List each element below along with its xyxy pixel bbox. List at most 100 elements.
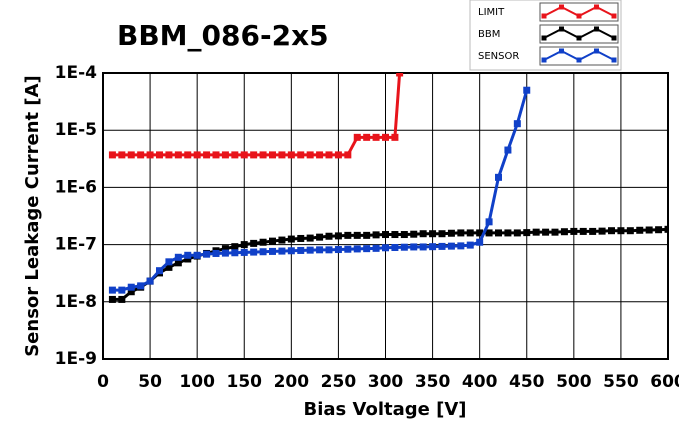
data-point — [231, 249, 239, 257]
x-tick-label: 350 — [415, 372, 451, 392]
data-point — [174, 259, 182, 267]
data-point — [108, 295, 116, 303]
data-point — [495, 173, 502, 181]
data-point — [391, 243, 399, 251]
data-point — [259, 238, 267, 246]
data-point — [363, 133, 371, 141]
legend-swatch-marker — [594, 4, 599, 10]
y-tick-label: 1E-5 — [55, 120, 97, 140]
legend-swatch-marker — [541, 35, 547, 41]
data-point — [250, 248, 258, 256]
data-point — [608, 227, 615, 235]
data-point — [184, 255, 192, 263]
data-point — [259, 248, 267, 256]
x-tick-label: 500 — [556, 372, 592, 392]
data-point — [203, 151, 211, 159]
data-point — [382, 244, 389, 252]
data-point — [410, 243, 418, 251]
data-point — [316, 246, 324, 254]
legend-swatch-marker — [611, 35, 617, 41]
legend-swatch-marker — [594, 48, 599, 54]
data-point — [466, 229, 474, 237]
data-point — [259, 151, 267, 159]
data-point — [325, 246, 333, 254]
data-point — [372, 244, 380, 252]
data-point — [344, 151, 352, 159]
data-point — [146, 277, 154, 285]
data-point — [353, 245, 361, 253]
data-point — [457, 229, 465, 237]
data-point — [297, 246, 305, 254]
data-point — [551, 228, 559, 236]
data-point — [504, 146, 512, 154]
legend-swatch-marker — [559, 4, 564, 10]
data-point — [382, 133, 389, 141]
data-point — [231, 243, 239, 251]
data-point — [184, 151, 192, 159]
data-point — [287, 235, 295, 243]
y-tick-label: 1E-8 — [55, 292, 97, 312]
data-point — [391, 231, 399, 239]
data-point — [334, 151, 342, 159]
x-tick-label: 250 — [321, 372, 357, 392]
x-tick-label: 400 — [462, 372, 498, 392]
data-point — [250, 239, 258, 247]
data-point — [504, 229, 512, 237]
data-point — [240, 248, 248, 256]
data-point — [447, 242, 455, 250]
data-point — [165, 151, 173, 159]
data-point — [137, 151, 145, 159]
data-point — [532, 228, 540, 236]
data-point — [297, 234, 305, 242]
legend-label: BBM — [478, 29, 500, 40]
data-point — [447, 229, 455, 237]
data-point — [523, 86, 531, 94]
data-point — [485, 218, 493, 226]
data-point — [438, 230, 446, 238]
data-point — [203, 250, 211, 258]
data-point — [476, 229, 484, 237]
data-point — [334, 232, 342, 240]
data-point — [146, 151, 154, 159]
data-point — [127, 151, 135, 159]
data-point — [118, 295, 126, 303]
data-point — [325, 232, 333, 240]
legend-swatch-marker — [576, 57, 582, 63]
data-point — [626, 227, 634, 235]
data-point — [212, 249, 220, 257]
data-point — [513, 120, 521, 128]
data-point — [108, 151, 116, 159]
y-tick-label: 1E-7 — [55, 235, 97, 255]
data-point — [193, 151, 201, 159]
x-tick-label: 100 — [179, 372, 215, 392]
data-point — [353, 231, 361, 239]
data-point — [617, 227, 625, 235]
data-point — [108, 286, 116, 294]
data-point — [269, 237, 276, 245]
data-point — [396, 73, 404, 77]
legend-label: SENSOR — [478, 51, 519, 62]
data-point — [382, 231, 389, 239]
y-tick-label: 1E-6 — [55, 177, 97, 197]
data-point — [174, 253, 182, 261]
data-point — [476, 238, 484, 246]
legend-swatch-marker — [576, 13, 582, 19]
data-point — [391, 133, 399, 141]
y-axis-label: Sensor Leakage Current [A] — [22, 75, 43, 357]
data-point — [372, 231, 380, 239]
data-point — [184, 251, 192, 259]
data-point — [353, 133, 361, 141]
legend-swatch-marker — [541, 57, 547, 63]
data-point — [429, 243, 437, 251]
data-point — [655, 226, 663, 234]
data-point — [165, 258, 173, 266]
data-point — [231, 151, 239, 159]
data-point — [127, 283, 135, 291]
x-tick-label: 300 — [368, 372, 404, 392]
data-point — [316, 233, 324, 241]
x-tick-label: 550 — [603, 372, 639, 392]
data-point — [429, 230, 437, 238]
data-point — [137, 282, 145, 290]
data-point — [513, 229, 521, 237]
